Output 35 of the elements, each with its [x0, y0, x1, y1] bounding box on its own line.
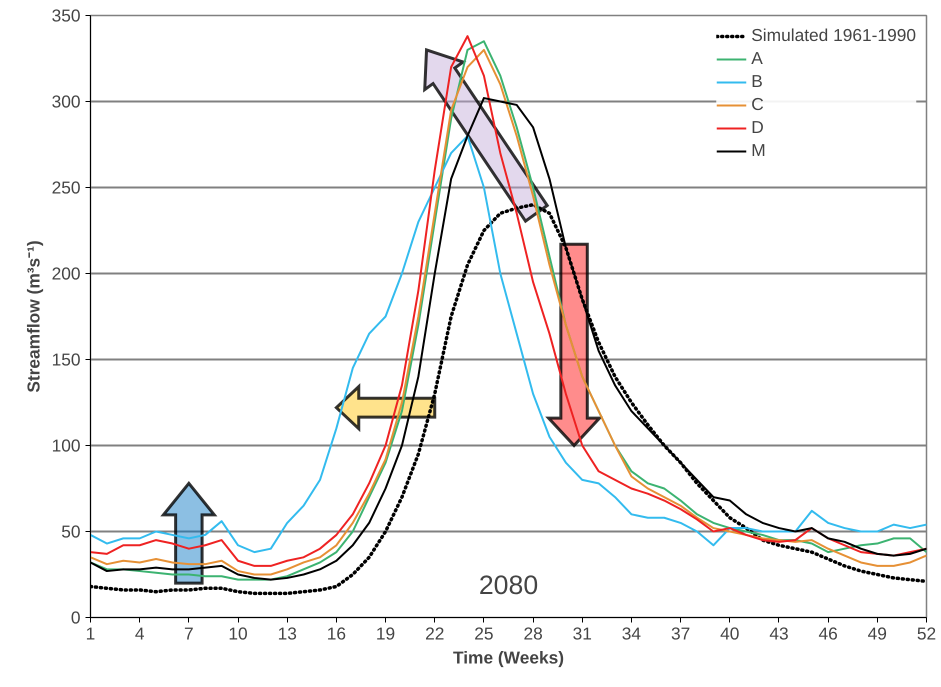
x-tick-label: 10	[228, 624, 248, 644]
legend-label: D	[751, 117, 765, 138]
x-tick-label: 40	[720, 624, 740, 644]
legend-label: C	[751, 94, 765, 115]
x-tick-label: 19	[376, 624, 396, 644]
x-tick-label: 25	[474, 624, 494, 644]
x-tick-label: 13	[278, 624, 297, 644]
x-tick-label: 31	[572, 624, 592, 644]
legend-label: M	[751, 140, 767, 161]
y-tick-label: 350	[52, 6, 81, 26]
x-tick-label: 1	[86, 624, 96, 644]
x-tick-label: 52	[916, 624, 936, 644]
y-tick-label: 250	[52, 178, 81, 198]
x-tick-label: 46	[818, 624, 838, 644]
x-tick-label: 7	[184, 624, 194, 644]
legend-label: Simulated 1961-1990	[751, 25, 916, 46]
y-tick-label: 0	[70, 608, 81, 628]
x-tick-label: 49	[868, 624, 887, 644]
y-tick-label: 200	[52, 264, 81, 284]
y-tick-label: 150	[52, 350, 81, 370]
y-tick-label: 100	[52, 436, 81, 456]
x-tick-label: 43	[769, 624, 789, 644]
x-tick-label: 22	[425, 624, 444, 644]
x-tick-label: 37	[670, 624, 690, 644]
x-tick-label: 16	[326, 624, 346, 644]
y-tick-label: 300	[52, 92, 81, 112]
x-tick-label: 34	[622, 624, 642, 644]
x-tick-label: 28	[523, 624, 543, 644]
annotation: 2080	[478, 570, 538, 600]
y-axis-title: Streamflow (m³s⁻¹)	[24, 240, 44, 393]
y-tick-label: 50	[61, 522, 81, 542]
legend-label: A	[751, 48, 764, 69]
x-axis-title: Time (Weeks)	[452, 648, 564, 668]
legend-label: B	[751, 71, 764, 92]
x-tick-label: 4	[134, 624, 145, 644]
